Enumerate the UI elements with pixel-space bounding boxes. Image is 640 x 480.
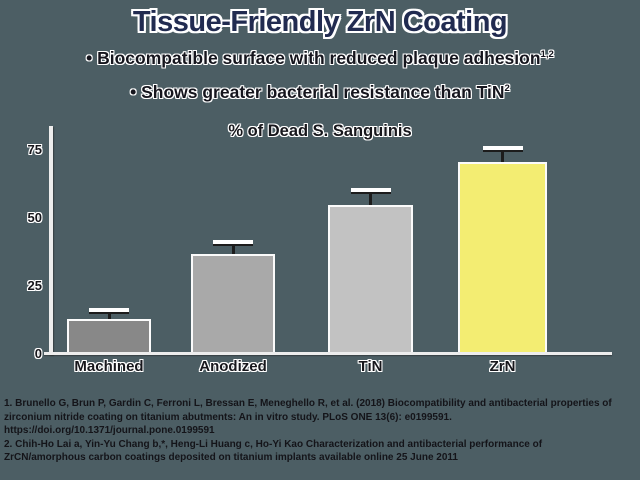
y-tick-0: 0 bbox=[34, 346, 42, 361]
bullet-dot-icon: • bbox=[130, 82, 137, 102]
error-bar-cap bbox=[350, 188, 391, 195]
bullet-bacterial-resistance: • Shows greater bacterial resistance tha… bbox=[0, 82, 640, 103]
bullet-superscript: 2 bbox=[504, 83, 510, 95]
bullet-biocompatible: • Biocompatible surface with reduced pla… bbox=[0, 48, 640, 69]
error-bar-cap bbox=[89, 307, 129, 314]
bar-machined bbox=[67, 319, 151, 352]
x-label-zrn: ZrN bbox=[489, 358, 516, 375]
x-axis-line bbox=[44, 352, 612, 355]
chart-title: % of Dead S. Sanguinis bbox=[228, 122, 412, 140]
bullet-superscript: 1,2 bbox=[540, 49, 554, 61]
error-bar-cap bbox=[482, 146, 523, 153]
y-axis-line bbox=[49, 126, 53, 355]
bar-anodized bbox=[191, 254, 275, 352]
y-tick-50: 50 bbox=[27, 210, 42, 225]
error-bar-stem bbox=[231, 245, 235, 255]
footnote-1: 1. Brunello G, Brun P, Gardin C, Ferroni… bbox=[4, 398, 612, 436]
bullet-text: Biocompatible surface with reduced plaqu… bbox=[97, 48, 541, 68]
y-tick-75: 75 bbox=[27, 142, 42, 157]
error-bar-stem bbox=[369, 194, 372, 206]
x-label-tin: TiN bbox=[358, 358, 383, 375]
bullet-text: Shows greater bacterial resistance than … bbox=[141, 82, 505, 102]
slide-title: Tissue-Friendly ZrN Coating bbox=[132, 6, 508, 38]
bar-zrn bbox=[458, 161, 547, 352]
x-label-anodized: Anodized bbox=[199, 358, 267, 375]
bullet-dot-icon: • bbox=[86, 48, 93, 68]
footnote-2: 2. Chih-Ho Lai a, Yin-Yu Chang b,*, Heng… bbox=[4, 438, 543, 464]
x-label-machined: Machined bbox=[74, 358, 144, 375]
error-bar-cap bbox=[213, 239, 253, 246]
error-bar-stem bbox=[107, 313, 111, 320]
y-tick-25: 25 bbox=[27, 278, 42, 293]
bar-chart: % of Dead S. Sanguinis Machined Anodized T… bbox=[0, 118, 640, 375]
error-bar-stem bbox=[501, 152, 504, 162]
bar-tin bbox=[328, 205, 413, 352]
footnotes: 1. Brunello G, Brun P, Gardin C, Ferroni… bbox=[4, 397, 614, 465]
